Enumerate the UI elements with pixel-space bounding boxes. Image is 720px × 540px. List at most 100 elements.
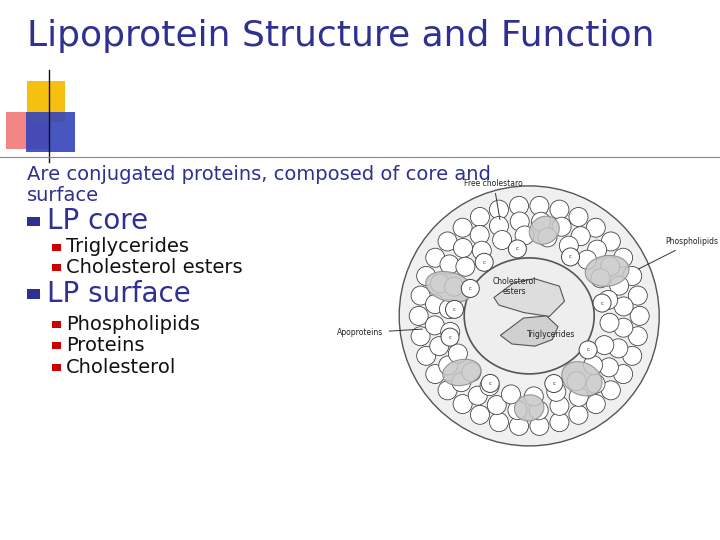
Ellipse shape	[614, 318, 633, 337]
Ellipse shape	[444, 277, 464, 296]
Ellipse shape	[490, 217, 508, 235]
Ellipse shape	[462, 279, 480, 298]
Polygon shape	[494, 279, 564, 316]
Bar	[27, 217, 40, 226]
Ellipse shape	[613, 364, 633, 383]
Ellipse shape	[585, 255, 629, 286]
Ellipse shape	[609, 339, 628, 358]
Bar	[52, 264, 61, 271]
Ellipse shape	[492, 231, 512, 249]
Ellipse shape	[438, 381, 457, 400]
Ellipse shape	[510, 416, 528, 435]
Text: c: c	[449, 335, 451, 340]
Ellipse shape	[529, 401, 548, 420]
Ellipse shape	[591, 269, 610, 288]
Ellipse shape	[510, 197, 528, 215]
Ellipse shape	[562, 248, 580, 266]
Text: Are conjugated proteins, composed of core and: Are conjugated proteins, composed of cor…	[27, 165, 491, 184]
Text: Phospholipids: Phospholipids	[66, 314, 200, 334]
Ellipse shape	[470, 207, 490, 226]
Ellipse shape	[550, 396, 569, 415]
Text: Triglycerides: Triglycerides	[526, 330, 575, 339]
Ellipse shape	[501, 385, 521, 404]
Ellipse shape	[623, 266, 642, 286]
Ellipse shape	[545, 375, 563, 393]
Text: c: c	[552, 381, 555, 386]
Ellipse shape	[610, 276, 629, 295]
Text: Cholesterol
esters: Cholesterol esters	[493, 276, 536, 296]
Ellipse shape	[430, 336, 449, 356]
Ellipse shape	[426, 364, 445, 383]
Ellipse shape	[475, 253, 493, 271]
Ellipse shape	[600, 257, 620, 276]
Ellipse shape	[480, 376, 499, 396]
Ellipse shape	[510, 212, 529, 231]
Bar	[52, 342, 61, 349]
Ellipse shape	[514, 395, 544, 421]
Ellipse shape	[441, 322, 459, 341]
Ellipse shape	[470, 406, 490, 424]
Ellipse shape	[453, 395, 472, 414]
Text: c: c	[516, 246, 519, 252]
Ellipse shape	[601, 232, 621, 251]
Ellipse shape	[538, 228, 557, 247]
Ellipse shape	[586, 218, 606, 237]
Ellipse shape	[579, 341, 597, 359]
Text: Proteins: Proteins	[66, 336, 145, 355]
Ellipse shape	[464, 258, 594, 374]
Ellipse shape	[453, 218, 472, 237]
Ellipse shape	[601, 381, 621, 400]
Ellipse shape	[468, 386, 487, 405]
Ellipse shape	[546, 382, 566, 401]
Ellipse shape	[600, 358, 618, 377]
Text: Free cholestaro: Free cholestaro	[464, 179, 523, 220]
Ellipse shape	[583, 356, 603, 375]
Ellipse shape	[524, 387, 544, 406]
Ellipse shape	[449, 344, 467, 363]
Text: c: c	[453, 307, 456, 312]
Ellipse shape	[530, 197, 549, 215]
Ellipse shape	[599, 291, 618, 309]
Ellipse shape	[567, 372, 586, 390]
Text: LP core: LP core	[47, 207, 148, 235]
Ellipse shape	[456, 257, 475, 276]
Ellipse shape	[586, 395, 606, 414]
Ellipse shape	[588, 240, 607, 259]
Ellipse shape	[481, 374, 499, 393]
Ellipse shape	[490, 200, 508, 219]
Ellipse shape	[426, 295, 444, 314]
Ellipse shape	[529, 216, 559, 244]
Ellipse shape	[569, 207, 588, 226]
Ellipse shape	[426, 316, 444, 335]
Bar	[26, 112, 75, 152]
Text: c: c	[600, 301, 603, 306]
Ellipse shape	[530, 416, 549, 435]
Ellipse shape	[462, 362, 481, 382]
Ellipse shape	[515, 226, 534, 245]
Ellipse shape	[586, 374, 605, 393]
Ellipse shape	[446, 300, 464, 319]
Ellipse shape	[550, 413, 569, 431]
Ellipse shape	[426, 272, 473, 302]
Ellipse shape	[571, 227, 590, 246]
Text: c: c	[569, 254, 572, 259]
Bar	[52, 364, 61, 371]
Bar	[52, 321, 61, 328]
Ellipse shape	[613, 248, 633, 267]
Ellipse shape	[409, 306, 428, 326]
Text: Triglycerides: Triglycerides	[66, 237, 189, 256]
Text: c: c	[587, 347, 590, 353]
Ellipse shape	[531, 212, 551, 231]
Bar	[27, 81, 65, 122]
Text: Apoproteins: Apoproteins	[338, 328, 423, 338]
Ellipse shape	[623, 346, 642, 366]
Ellipse shape	[562, 362, 602, 396]
Ellipse shape	[550, 200, 569, 219]
Ellipse shape	[438, 232, 457, 251]
Ellipse shape	[451, 373, 471, 392]
Text: Lipoprotein Structure and Function: Lipoprotein Structure and Function	[27, 19, 655, 53]
Ellipse shape	[614, 297, 633, 316]
Ellipse shape	[431, 274, 449, 293]
Ellipse shape	[569, 406, 588, 424]
Ellipse shape	[595, 336, 614, 355]
